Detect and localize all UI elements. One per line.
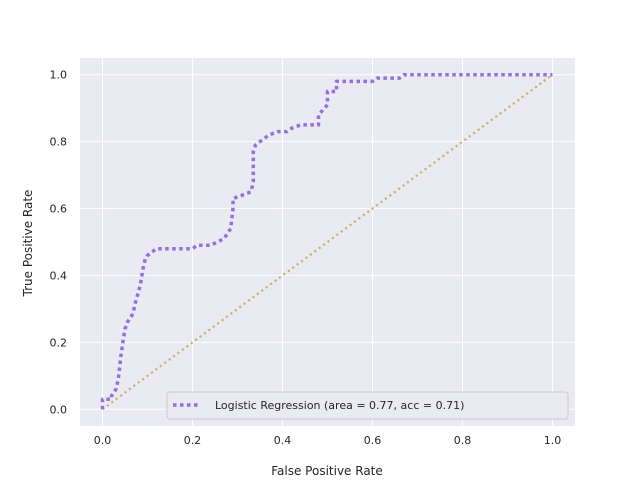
x-tick-label: 0.8: [454, 434, 472, 447]
y-axis-label: True Positive Rate: [21, 190, 35, 298]
series-line-logistic-regression: [100, 72, 553, 410]
y-tick-labels: 0.0 0.2 0.4 0.6 0.8 1.0: [50, 69, 68, 417]
y-tick-label: 0.8: [50, 136, 68, 149]
x-tick-label: 0.6: [364, 434, 382, 447]
x-axis-label: False Positive Rate: [271, 464, 383, 478]
legend-box: [166, 391, 569, 420]
legend-label: Logistic Regression (area = 0.77, acc = …: [215, 399, 464, 412]
series-lines: [100, 72, 554, 411]
y-tick-label: 0.2: [50, 336, 68, 349]
x-tick-labels: 0.0 0.2 0.4 0.6 0.8 1.0: [94, 434, 562, 447]
x-tick-label: 0.2: [184, 434, 202, 447]
y-tick-label: 0.0: [50, 403, 68, 416]
legend: Logistic Regression (area = 0.77, acc = …: [166, 391, 569, 420]
x-tick-label: 1.0: [544, 434, 562, 447]
y-tick-label: 0.6: [50, 203, 68, 216]
x-tick-label: 0.4: [274, 434, 292, 447]
y-tick-label: 1.0: [50, 69, 68, 82]
grid: [80, 58, 575, 426]
x-tick-label: 0.0: [94, 434, 112, 447]
y-tick-label: 0.4: [50, 269, 68, 282]
